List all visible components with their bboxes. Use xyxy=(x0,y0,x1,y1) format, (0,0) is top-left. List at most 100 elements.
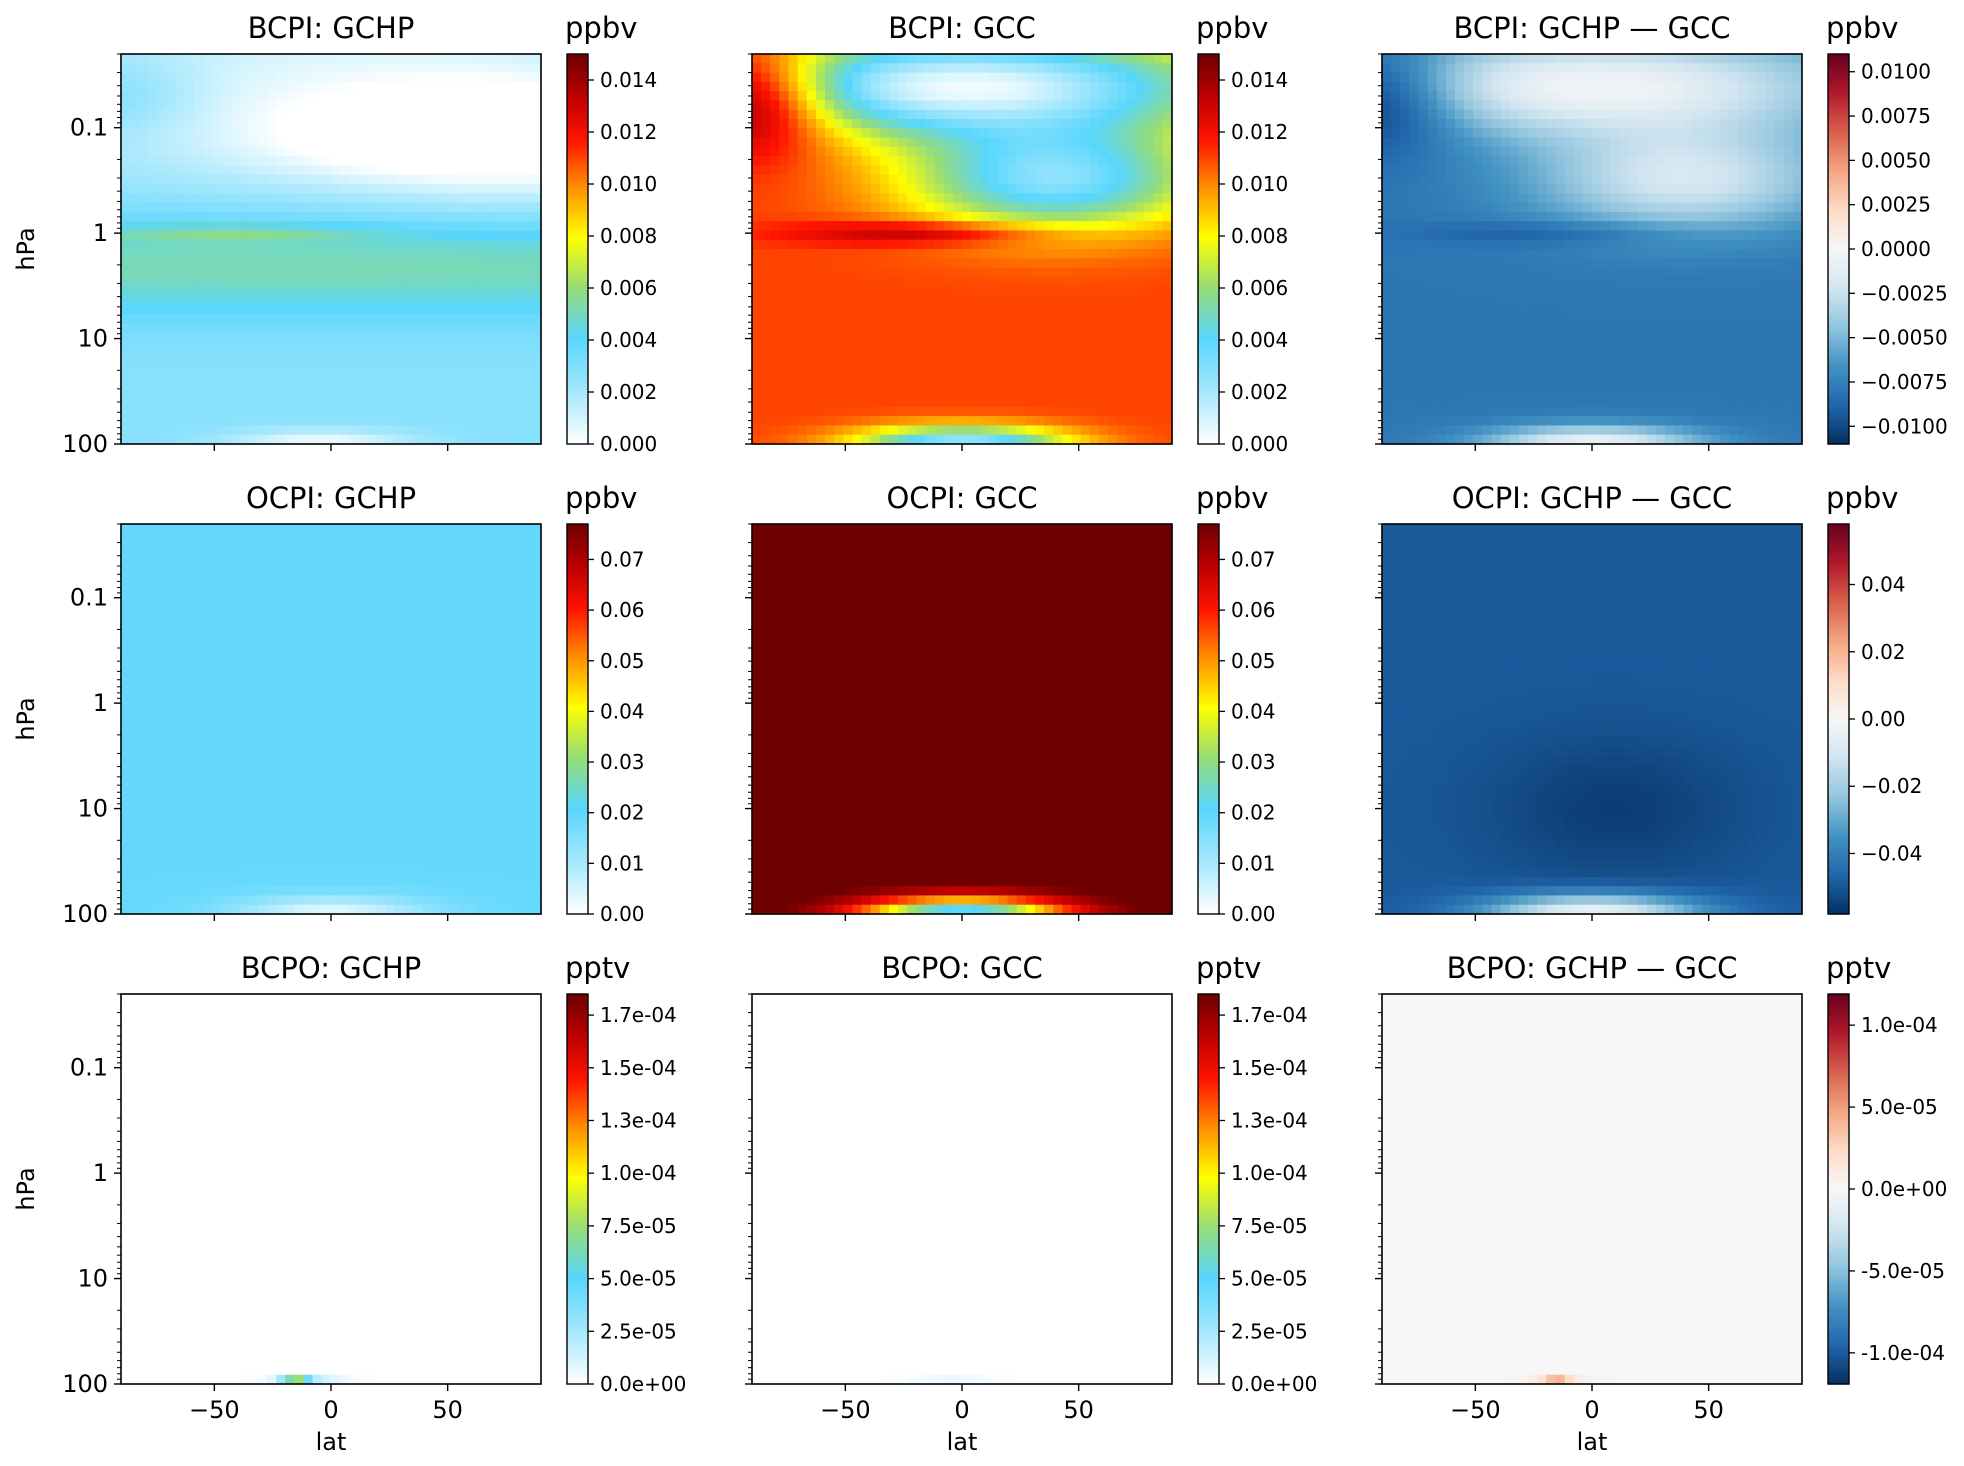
heatmap-cell xyxy=(825,211,835,222)
heatmap-cell xyxy=(184,54,195,64)
heatmap-cell xyxy=(1409,211,1420,222)
heatmap-cell xyxy=(761,286,771,297)
heatmap-cell xyxy=(531,388,542,399)
heatmap-cell xyxy=(1025,341,1036,352)
heatmap-cell xyxy=(321,193,332,204)
heatmap-cell xyxy=(1098,351,1109,362)
heatmap-cell xyxy=(285,425,296,436)
heatmap-cell xyxy=(139,295,149,306)
colorbar-segment xyxy=(1198,340,1219,344)
heatmap-cell xyxy=(267,258,277,269)
heatmap-cell xyxy=(294,397,305,408)
heatmap-cell xyxy=(376,397,387,408)
heatmap-cell xyxy=(943,109,954,120)
heatmap-cell xyxy=(422,184,433,194)
heatmap-cell xyxy=(1108,202,1118,213)
heatmap-cell xyxy=(276,72,286,83)
heatmap-cell xyxy=(230,54,241,64)
heatmap-cell xyxy=(257,341,268,352)
heatmap-cell xyxy=(1062,249,1073,259)
heatmap-cell xyxy=(422,379,433,389)
heatmap-cell xyxy=(1025,91,1036,102)
heatmap-cell xyxy=(806,323,817,334)
heatmap-cell xyxy=(1427,267,1438,278)
colorbar-segment xyxy=(567,190,588,195)
heatmap-cell xyxy=(358,369,369,380)
heatmap-cell xyxy=(212,230,223,241)
colorbar-segment xyxy=(1198,80,1219,84)
heatmap-cell xyxy=(879,109,890,120)
heatmap-cell xyxy=(1445,369,1456,380)
heatmap-cell xyxy=(194,174,204,185)
heatmap-cell xyxy=(1016,388,1027,399)
heatmap-cell xyxy=(148,137,159,148)
heatmap-cell xyxy=(477,295,487,306)
heatmap-cell xyxy=(531,100,542,111)
heatmap-cell xyxy=(962,388,972,399)
heatmap-cell xyxy=(797,267,808,278)
heatmap-cell xyxy=(1464,360,1474,371)
heatmap-cell xyxy=(934,91,945,102)
heatmap-cell xyxy=(1080,91,1091,102)
heatmap-cell xyxy=(815,295,826,306)
heatmap-cell xyxy=(349,276,359,287)
heatmap-cell xyxy=(340,360,350,371)
heatmap-cell xyxy=(1491,184,1502,194)
heatmap-cell xyxy=(130,100,140,111)
heatmap-cell xyxy=(230,91,241,102)
heatmap-cell xyxy=(1153,341,1164,352)
heatmap-cell xyxy=(477,314,487,324)
heatmap-cell xyxy=(980,416,990,427)
heatmap-cell xyxy=(1473,202,1484,213)
heatmap-cell xyxy=(989,211,1000,222)
heatmap-cell xyxy=(467,332,478,343)
heatmap-cell xyxy=(276,267,286,278)
heatmap-cell xyxy=(121,184,131,194)
heatmap-cell xyxy=(1528,81,1538,92)
heatmap-cell xyxy=(1053,295,1064,306)
heatmap-cell xyxy=(340,81,350,92)
heatmap-cell xyxy=(1053,137,1064,148)
heatmap-cell xyxy=(962,54,972,64)
heatmap-cell xyxy=(522,397,533,408)
heatmap-cell xyxy=(1053,54,1064,64)
heatmap-cell xyxy=(358,54,369,64)
heatmap-cell xyxy=(952,54,963,64)
heatmap-cell xyxy=(980,351,990,362)
heatmap-cell xyxy=(212,304,223,315)
heatmap-cell xyxy=(422,406,433,417)
heatmap-cell xyxy=(1409,397,1420,408)
heatmap-cell xyxy=(1153,137,1164,148)
heatmap-cell xyxy=(303,165,314,176)
heatmap-cell xyxy=(962,202,972,213)
heatmap-cell xyxy=(1418,267,1429,278)
heatmap-cell xyxy=(1400,119,1410,129)
heatmap-cell xyxy=(1062,193,1073,204)
heatmap-cell xyxy=(331,156,341,167)
heatmap-cell xyxy=(861,119,872,129)
heatmap-cell xyxy=(1108,369,1118,380)
heatmap-cell xyxy=(175,193,186,204)
heatmap-cell xyxy=(1144,156,1155,167)
heatmap-cell xyxy=(1144,119,1155,129)
heatmap-cell xyxy=(212,416,223,427)
heatmap-cell xyxy=(385,174,396,185)
heatmap-cell xyxy=(248,193,259,204)
panel-title: BCPI: GCHP xyxy=(248,11,415,45)
heatmap-cell xyxy=(1153,184,1164,194)
heatmap-cell xyxy=(861,323,872,334)
heatmap-cell xyxy=(495,165,506,176)
heatmap-cell xyxy=(139,174,149,185)
heatmap-cell xyxy=(257,156,268,167)
heatmap-cell xyxy=(148,369,159,380)
colorbar-segment xyxy=(567,135,588,140)
heatmap-cell xyxy=(486,91,496,102)
heatmap-cell xyxy=(1482,156,1493,167)
heatmap-cell xyxy=(1427,146,1438,157)
heatmap-cell xyxy=(1473,100,1484,111)
heatmap-cell xyxy=(980,314,990,324)
heatmap-cell xyxy=(1409,286,1420,297)
heatmap-cell xyxy=(1144,109,1155,120)
heatmap-cell xyxy=(943,193,954,204)
heatmap-cell xyxy=(376,184,387,194)
